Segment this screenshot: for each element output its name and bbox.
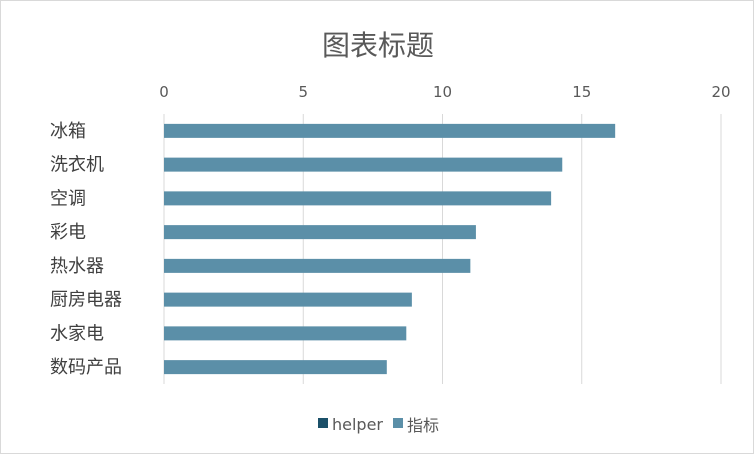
bar — [164, 292, 412, 307]
x-tick-label: 20 — [711, 83, 730, 101]
bar — [164, 225, 476, 240]
category-label: 空调 — [50, 188, 86, 209]
bar — [164, 157, 563, 172]
legend-swatch-helper — [318, 418, 328, 428]
category-label: 水家电 — [50, 323, 104, 344]
bar — [164, 258, 471, 273]
bar — [164, 326, 407, 341]
legend-label-helper: helper — [332, 415, 383, 434]
category-label: 厨房电器 — [50, 290, 122, 311]
gridlines — [163, 114, 722, 384]
category-label: 洗衣机 — [50, 155, 104, 176]
x-tick-label: 10 — [433, 83, 452, 101]
category-label: 数码产品 — [50, 357, 122, 378]
legend-label-metric: 指标 — [407, 416, 439, 435]
bars — [164, 123, 616, 375]
chart-title: 图表标题 — [322, 29, 434, 62]
x-tick-label: 15 — [572, 83, 591, 101]
legend: helper 指标 — [318, 415, 439, 435]
bar — [164, 360, 387, 375]
category-label: 冰箱 — [50, 121, 86, 142]
x-axis-ticks: 0 5 10 15 20 — [159, 83, 730, 101]
legend-swatch-metric — [393, 418, 403, 428]
x-tick-label: 5 — [298, 83, 308, 101]
category-label: 热水器 — [50, 256, 104, 277]
x-tick-label: 0 — [159, 83, 169, 101]
bar — [164, 123, 616, 138]
bar — [164, 191, 552, 206]
category-label: 彩电 — [50, 222, 86, 243]
